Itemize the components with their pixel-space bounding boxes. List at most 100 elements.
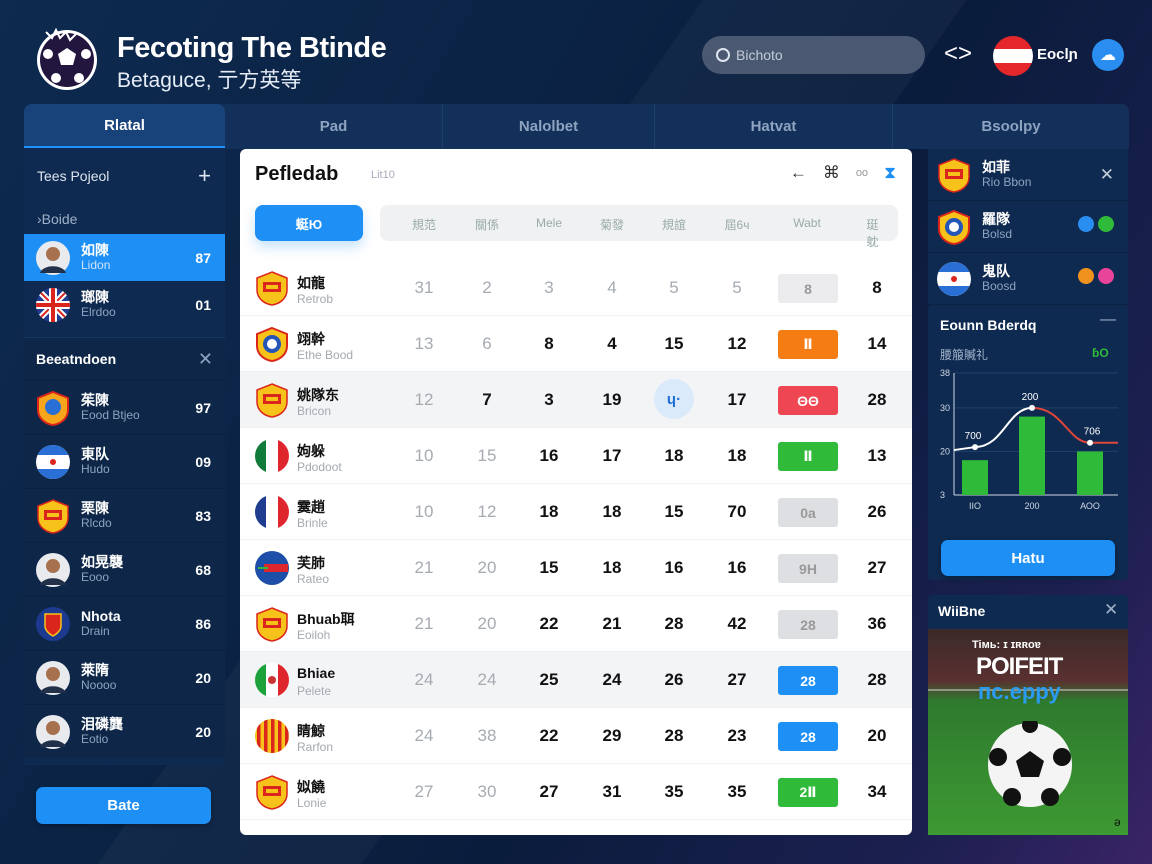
add-icon[interactable]: + [198, 163, 211, 188]
right-team-item[interactable]: 鬼队 Boosd [928, 253, 1128, 305]
status-badge: 28 [778, 722, 838, 751]
stat-cell: 15 [477, 446, 497, 465]
cloud-icon[interactable]: ☁ [1092, 39, 1124, 71]
tab-hatvat[interactable]: Hatvat [654, 104, 892, 149]
section-title: Beeatndoen [36, 351, 117, 367]
minimize-icon[interactable]: — [1100, 311, 1116, 328]
language-flag-icon[interactable] [993, 36, 1033, 76]
close-icon[interactable]: ✕ [197, 348, 213, 369]
column-header[interactable]: 規誼 [661, 218, 687, 232]
column-header[interactable]: 珽躭 [866, 218, 879, 249]
search-placeholder: Bichoto [736, 47, 783, 63]
sidebar-subheading[interactable]: ›Boide [37, 211, 78, 227]
table-row[interactable]: 翊幹 Ethe Bood 13 6 8 4 15 12 Ⅱ 14 [240, 316, 912, 372]
total-cell: 20 [867, 726, 887, 745]
right-team-item[interactable]: 羅隊 Bolsd [928, 201, 1128, 253]
tab-rlatal[interactable]: Rlatal [24, 104, 225, 149]
main-tabs: Rlatal Pad Nalolbet Hatvat Bsoolpy [24, 104, 1129, 149]
y-tick-label: 3 [940, 490, 945, 500]
stat-cell: 21 [414, 614, 434, 633]
view-icon[interactable]: oo [855, 167, 869, 179]
column-header[interactable]: 菊發 [599, 218, 625, 232]
stat-cell: 16 [727, 558, 747, 577]
image-text-2: POIFEIT [976, 653, 1063, 680]
total-cell: 28 [867, 670, 887, 689]
table-row[interactable]: 霙趙 Brinle 10 12 18 18 15 70 0a 26 [240, 484, 912, 540]
data-label: 706 [1084, 427, 1101, 438]
data-label: 200 [1022, 392, 1039, 403]
team-name: 東队 [81, 446, 109, 462]
sidebar-team-item[interactable]: 泪磷龔 Eotio 20 [24, 704, 225, 758]
sidebar-team-item[interactable]: 東队 Hudo 09 [24, 434, 225, 488]
stat-cell: 5 [732, 278, 742, 297]
tab-nalolbet[interactable]: Nalolbet [442, 104, 654, 149]
sidebar-action-button[interactable]: Bate [36, 787, 211, 824]
shuffle-icon[interactable]: ⌘ [822, 163, 840, 182]
status-dot-icon [1098, 216, 1114, 232]
sidebar-team-item[interactable]: 如陳 Lidon 87 [24, 234, 225, 281]
close-icon[interactable]: ✕ [1104, 600, 1119, 619]
stat-cell: 18 [602, 558, 622, 577]
table-row[interactable]: 姒饒 Lonie 27 30 27 31 35 35 2Ⅱ 34 [240, 764, 912, 820]
stat-cell: 24 [414, 670, 434, 689]
search-input[interactable]: Bichoto [702, 36, 925, 74]
data-point [1029, 404, 1035, 411]
team-subtitle: Eotio [81, 732, 109, 746]
stat-cell: 18 [602, 502, 622, 521]
team-crest-icon [254, 662, 290, 698]
primary-tab[interactable]: 蜓Ю [255, 205, 363, 241]
filter-icon[interactable]: ⧗ [884, 163, 896, 182]
sidebar-team-item[interactable]: 萊隋 Noooo 20 [24, 650, 225, 704]
total-cell: 8 [872, 278, 882, 297]
column-header[interactable]: 屆6ч [724, 218, 750, 232]
language-label[interactable]: Eoclɲ [1037, 46, 1078, 63]
team-name: 睛鯨 [297, 723, 325, 739]
stat-cell: 24 [602, 670, 622, 689]
table-row[interactable]: 姁躲 Pdodoot 10 15 16 17 18 18 Ⅱ 13 [240, 428, 912, 484]
person-avatar [35, 714, 71, 750]
team-name: 如菲 [982, 159, 1010, 175]
x-tick-label: 200 [1024, 501, 1039, 511]
sidebar-team-item[interactable]: 茱陳 Eood Btjeo 97 [24, 380, 225, 434]
table-row[interactable]: 姚隊东 Bricon 12 7 3 19 ɥ· 17 ΘΘ 28 [240, 372, 912, 428]
stat-cell: 2 [482, 278, 492, 297]
close-icon[interactable]: ✕ [1099, 164, 1114, 184]
chart-action-button[interactable]: Hatu [941, 540, 1115, 576]
tab-bsoolpy[interactable]: Bsoolpy [892, 104, 1129, 149]
team-crest-icon [254, 494, 290, 530]
table-row[interactable]: 如龍 Retrob 31 2 3 4 5 5 8 8 [240, 260, 912, 316]
back-arrow-icon[interactable]: ← [789, 163, 807, 182]
status-badge: ΘΘ [778, 386, 838, 415]
table-row[interactable]: Bhuab聑 Eoiloh 21 20 22 21 28 42 28 36 [240, 596, 912, 652]
team-name: 鬼队 [982, 263, 1010, 279]
team-name: 泪磷龔 [81, 716, 123, 732]
tab-pad[interactable]: Pad [319, 118, 348, 135]
status-badge: 8 [778, 274, 838, 303]
table-row[interactable]: 芙肺 Rateo 21 20 15 18 16 16 9H 27 [240, 540, 912, 596]
column-header[interactable]: 規范 [411, 218, 437, 232]
column-header[interactable]: Wabt [793, 216, 821, 230]
sidebar-team-item[interactable]: 瑯陳 Elrdoo 01 [24, 281, 225, 328]
sidebar-team-item[interactable]: 如晃襲 Eooo 68 [24, 542, 225, 596]
team-subtitle: Eooo [81, 570, 110, 584]
app-title: Fecoting The Btinde [117, 32, 387, 64]
total-cell: 34 [867, 782, 887, 801]
stat-cell: 7 [482, 390, 492, 409]
sidebar-team-item[interactable]: 栗陳 Rlcdo 83 [24, 488, 225, 542]
team-subtitle: Lidon [81, 258, 111, 272]
table-row[interactable]: 睛鯨 Rarfon 24 38 22 29 28 23 28 20 [240, 708, 912, 764]
promo-image[interactable]: Tiмь: ɪ ɪʀʀoɐ POIFEIT пс.ерру ə [928, 629, 1128, 835]
table-row[interactable]: Bhiae Pelete 24 24 25 24 26 27 28 28 [240, 652, 912, 708]
sidebar-team-item[interactable]: Nhota Drain 86 [24, 596, 225, 650]
person-avatar [35, 552, 71, 588]
team-subtitle: Rarfon [297, 740, 334, 754]
code-icon[interactable]: <> [944, 40, 973, 67]
team-name: Bhuab聑 [297, 611, 355, 627]
team-score: 83 [195, 507, 211, 524]
right-team-item[interactable]: 如菲 Rio Bbon ✕ [928, 149, 1128, 201]
column-header[interactable]: Mele [535, 216, 563, 230]
team-name: 如陳 [81, 242, 109, 258]
stat-cell: 21 [602, 614, 622, 633]
column-header[interactable]: 關係 [474, 218, 500, 232]
mini-chart: 3 20 30 38 ΙΙΟ 200 ΑΟΟ 700 200 706 [940, 368, 1118, 511]
